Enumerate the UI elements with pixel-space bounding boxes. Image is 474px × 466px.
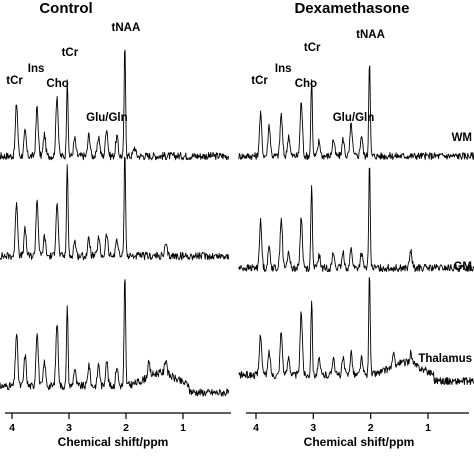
dex-spectrum-thalamus (238, 277, 474, 386)
region-label-wm: WM (452, 132, 472, 144)
dex-x-tick-label-1: 1 (425, 422, 431, 434)
dexamethasone-panel-title: Dexamethasone (294, 0, 409, 17)
dex-peak-label-tcr: tCr (251, 75, 268, 87)
region-label-gm: GM (453, 261, 472, 273)
control-peak-label-tnaa: tNAA (112, 22, 141, 34)
region-label-thalamus: Thalamus (418, 353, 472, 365)
control-peak-label-cho: Cho (46, 78, 68, 90)
control-spectra (0, 49, 230, 397)
dex-peak-label-glu-gln: Glu/Gln (333, 112, 375, 124)
dex-spectrum-gm (238, 167, 474, 273)
control-x-axis-title: Chemical shift/ppm (58, 435, 169, 449)
control-peak-label-tcr-2: tCr (62, 47, 79, 59)
dex-peak-label-tcr-2: tCr (304, 42, 321, 54)
control-x-tick-label-1: 1 (180, 422, 186, 434)
dexamethasone-x-axis-title: Chemical shift/ppm (304, 435, 415, 449)
dex-peak-label-cho: Cho (295, 78, 317, 90)
control-x-tick-label-2: 2 (123, 422, 129, 434)
control-panel-title: Control (39, 0, 92, 17)
control-peak-label-tcr: tCr (6, 75, 23, 87)
control-peak-label-ins: Ins (28, 63, 45, 75)
dex-peak-label-ins: Ins (275, 63, 292, 75)
dex-spectrum-wm (238, 65, 474, 161)
dexamethasone-x-axis-ticks: 4 3 2 1 (253, 413, 431, 434)
dex-x-tick-label-2: 2 (368, 422, 374, 434)
control-spectrum-wm (0, 49, 230, 161)
dex-peak-label-tnaa: tNAA (356, 29, 385, 41)
control-x-axis-ticks: 4 3 2 1 (9, 413, 186, 434)
control-peak-label-glu-gln: Glu/Gln (86, 112, 128, 124)
control-spectrum-thalamus (0, 279, 230, 397)
dex-x-tick-label-4: 4 (253, 422, 259, 434)
control-x-tick-label-3: 3 (66, 422, 72, 434)
dex-x-tick-label-3: 3 (310, 422, 316, 434)
control-x-tick-label-4: 4 (9, 422, 15, 434)
control-spectrum-gm (0, 156, 230, 261)
dexamethasone-spectra (238, 65, 474, 386)
